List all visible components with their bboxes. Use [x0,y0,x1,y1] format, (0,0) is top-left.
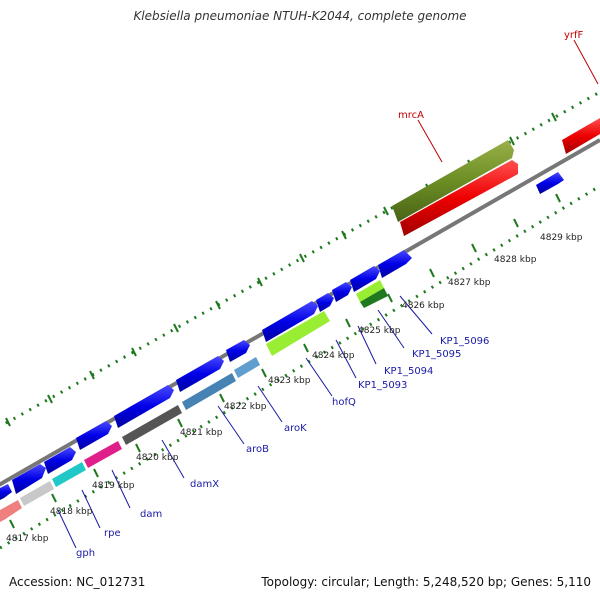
cds-feature[interactable] [262,301,318,342]
scale-label: 4819 kbp [92,481,135,491]
forward-cds-features [0,172,564,500]
scale-label: 4827 kbp [448,278,491,288]
gene-label-hofQ[interactable]: hofQ [332,397,356,408]
scale-label: 4824 kbp [312,351,355,361]
scale-label: 4823 kbp [268,376,311,386]
cds-feature[interactable] [400,160,518,236]
cds-feature[interactable] [378,250,412,278]
gene-label-gph[interactable]: gph [76,548,95,559]
scale-label: 4822 kbp [224,402,267,412]
scale-labels: 4817 kbp 4818 kbp 4819 kbp 4820 kbp 4821… [6,233,583,544]
cds-feature[interactable] [536,172,564,194]
gene-label-KP1_5095[interactable]: KP1_5095 [412,349,461,360]
scale-ticks [9,193,561,529]
cds-feature[interactable] [12,464,46,494]
cds-feature[interactable] [234,357,260,378]
gene-label-rpe[interactable]: rpe [104,528,121,539]
cds-feature[interactable] [52,462,86,487]
scale-label: 4829 kbp [540,233,583,243]
cds-feature[interactable] [332,282,352,302]
cds-feature[interactable] [176,356,224,392]
cds-feature[interactable] [226,340,250,362]
cds-feature[interactable] [0,484,12,500]
map-title: Klebsiella pneumoniae NTUH-K2044, comple… [133,9,467,23]
scale-label: 4826 kbp [402,301,445,311]
cds-feature[interactable] [182,373,236,410]
gene-label-KP1_5093[interactable]: KP1_5093 [358,380,407,391]
red-leader-lines [417,39,599,163]
scale-label: 4821 kbp [180,428,223,438]
cds-feature[interactable] [266,311,330,356]
scale-label: 4818 kbp [50,507,93,517]
cds-feature[interactable] [84,441,122,468]
cds-feature[interactable] [122,405,182,445]
cds-feature[interactable] [360,288,388,308]
cds-feature[interactable] [114,385,174,428]
gene-leader-lines [57,295,433,549]
cds-feature[interactable] [316,293,334,312]
accession-label: Accession: NC_012731 [9,575,146,589]
inner-dotted-track [0,184,600,550]
scale-label: 4825 kbp [358,326,401,336]
gene-label-dam[interactable]: dam [140,509,162,520]
scale-label: 4828 kbp [494,255,537,265]
scale-label: 4820 kbp [136,453,179,463]
cds-feature[interactable] [392,140,514,222]
gene-label-mrcA[interactable]: mrcA [398,110,424,121]
cds-feature[interactable] [350,266,380,292]
gene-label-aroB[interactable]: aroB [246,444,269,455]
cds-feature[interactable] [44,447,76,474]
gene-label-damX[interactable]: damX [190,479,219,490]
genome-summary: Topology: circular; Length: 5,248,520 bp… [261,575,591,589]
scale-label: 4817 kbp [6,534,49,544]
cds-feature[interactable] [76,421,112,450]
gene-label-KP1_5094[interactable]: KP1_5094 [384,366,433,377]
cds-feature[interactable] [0,500,22,522]
gene-label-aroK[interactable]: aroK [284,423,307,434]
cds-feature[interactable] [356,280,384,302]
gene-label-yrfF[interactable]: yrfF [564,30,584,41]
gene-label-KP1_5096[interactable]: KP1_5096 [440,336,489,347]
reverse-cds-features [0,118,600,522]
cds-feature[interactable] [20,481,54,506]
cds-feature[interactable] [562,118,600,154]
gene-labels: gph rpe dam damX aroB aroK hofQ KP1_5093… [76,30,584,559]
